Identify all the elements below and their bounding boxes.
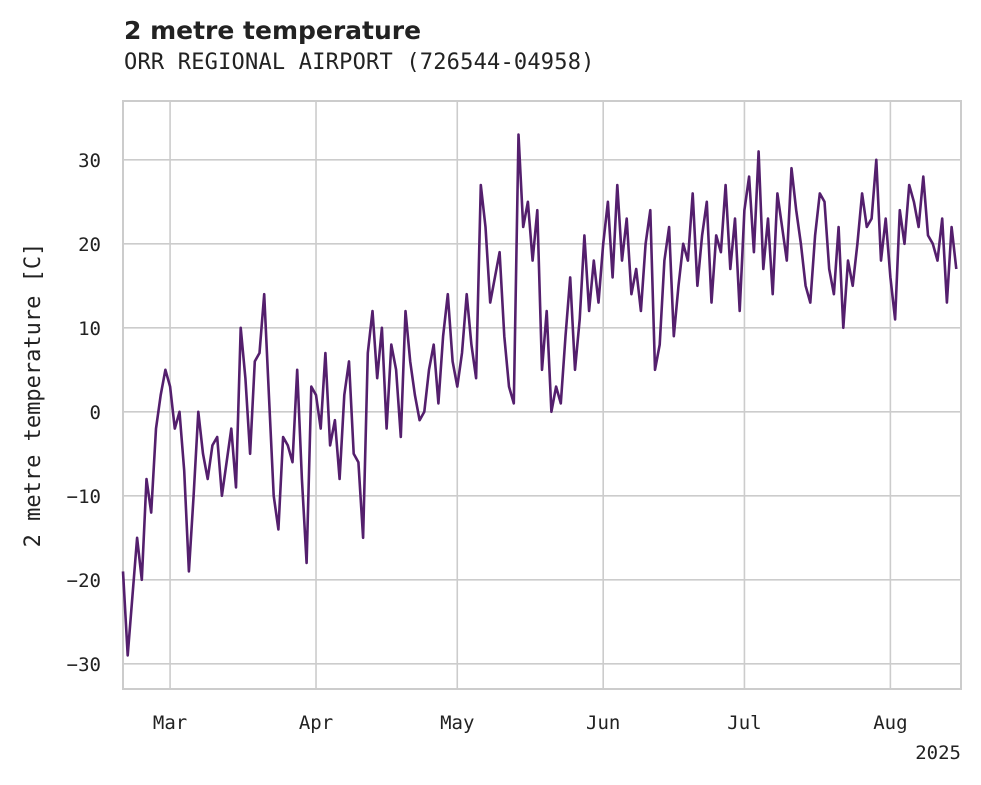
chart-subtitle: ORR REGIONAL AIRPORT (726544-04958) [124,50,595,75]
x-tick-label: Jul [727,712,761,734]
y-tick-label: 0 [90,402,101,424]
y-tick-label: 10 [78,318,101,340]
y-tick-label: −30 [67,654,101,676]
temperature-series-line [121,133,958,657]
x-tick-label: Aug [873,712,907,734]
y-tick-label: −20 [67,570,101,592]
y-tick-label: 20 [78,234,101,256]
x-tick-label: Jun [586,712,620,734]
y-axis-label: 2 metre temperature [C] [21,243,46,548]
chart-title: 2 metre temperature [124,16,422,45]
x-tick-label: Mar [153,712,187,734]
y-tick-label: 30 [78,150,101,172]
x-tick-label: May [440,712,474,734]
y-tick-label: −10 [67,486,101,508]
plot-frame [122,100,962,690]
x-year-label: 2025 [915,742,961,764]
x-tick-label: Apr [299,712,333,734]
